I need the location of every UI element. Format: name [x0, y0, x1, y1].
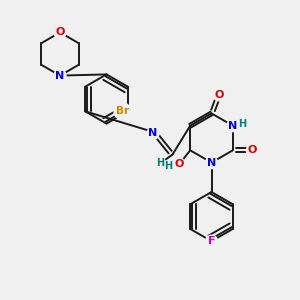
Text: N: N [56, 70, 64, 81]
Circle shape [246, 144, 258, 156]
Circle shape [213, 89, 225, 101]
Circle shape [227, 120, 239, 132]
Text: H: H [238, 119, 247, 129]
Text: O: O [214, 90, 224, 100]
Circle shape [173, 158, 185, 170]
Circle shape [54, 70, 66, 82]
Circle shape [147, 128, 159, 140]
Text: O: O [55, 27, 65, 38]
Text: H: H [156, 158, 165, 169]
Circle shape [54, 26, 66, 38]
Text: N: N [207, 158, 216, 168]
Text: N: N [228, 121, 237, 131]
Text: Br: Br [116, 106, 129, 116]
Text: H: H [164, 161, 172, 171]
Circle shape [114, 103, 131, 120]
Text: O: O [174, 159, 184, 169]
Text: O: O [248, 145, 257, 155]
Circle shape [164, 161, 173, 171]
Circle shape [206, 235, 218, 247]
Circle shape [206, 157, 218, 169]
Circle shape [155, 158, 166, 169]
Text: F: F [208, 236, 215, 246]
Text: N: N [148, 128, 158, 139]
Circle shape [238, 119, 247, 129]
